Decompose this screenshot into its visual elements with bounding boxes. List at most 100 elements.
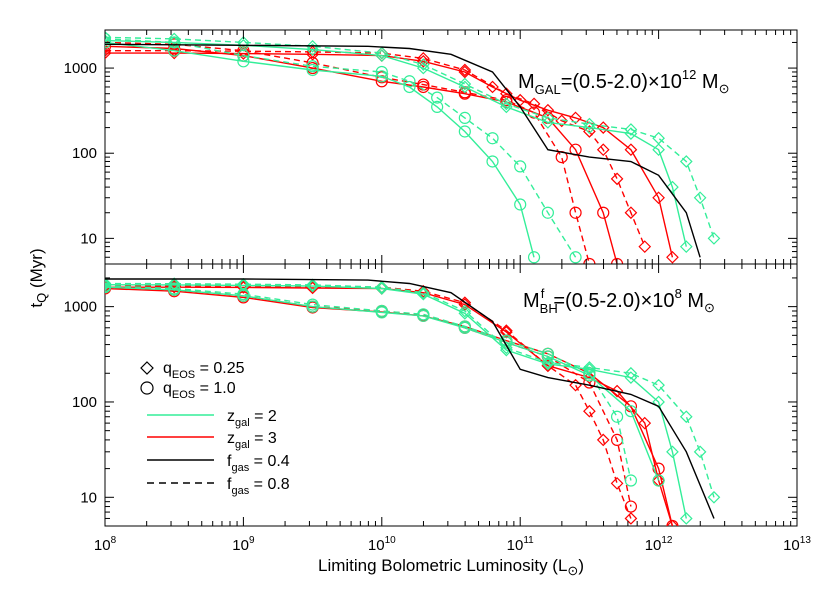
- bottom-series-4-point-6: [458, 304, 472, 318]
- bottom-y-tick-label: 1000: [64, 299, 97, 316]
- bottom-series-line-0: [105, 285, 632, 519]
- top-series-0-point-12: [610, 172, 624, 186]
- bottom-series-5-point-8: [541, 357, 555, 371]
- top-series-1-point-14: [666, 250, 679, 264]
- top-series-1-point-9: [541, 103, 555, 117]
- top-series-6-point-9: [514, 160, 527, 173]
- top-series-6-point-8: [486, 132, 499, 145]
- bottom-series-7-point-0: [105, 281, 112, 294]
- top-series-7-point-10: [527, 251, 541, 264]
- bottom-series-1-point-10: [610, 384, 624, 398]
- x-tick-label: 1011: [507, 535, 535, 554]
- top-series-5-point-6: [458, 80, 472, 94]
- bottom-y-tick-label: 10: [80, 489, 97, 506]
- top-series-group: [105, 30, 721, 264]
- top-series-0-point-13: [624, 206, 638, 220]
- bottom-series-line-7: [105, 286, 660, 481]
- bottom-series-6-point-10: [610, 410, 624, 423]
- top-series-1-point-13: [652, 191, 665, 205]
- top-series-3-point-5: [417, 80, 430, 94]
- bottom-series-line-4: [105, 282, 715, 498]
- top-series-6-point-11: [569, 251, 582, 264]
- top-y-tick-label: 100: [72, 145, 97, 162]
- bottom-series-4-point-4: [375, 280, 389, 294]
- bottom-plot-frame: [104, 263, 798, 527]
- top-series-5-point-9: [583, 121, 596, 134]
- bottom-series-4-point-13: [693, 445, 707, 459]
- top-series-1-point-0: [105, 46, 112, 60]
- x-tick-label: 108: [94, 535, 117, 554]
- y-axis-label: tQ (Myr): [27, 248, 49, 307]
- bottom-series-7-point-4: [375, 306, 388, 319]
- top-series-line-6: [105, 38, 577, 258]
- bottom-series-1-point-11: [638, 416, 652, 430]
- top-series-7-point-8: [486, 155, 499, 168]
- legend-label: fgas = 0.4: [227, 453, 290, 474]
- x-tick-labels: 108 109 1010 1011 1012 1013: [94, 535, 811, 554]
- bottom-series-5-point-6: [458, 307, 472, 320]
- top-series-0-point-11: [596, 143, 610, 157]
- bottom-series-7-point-5: [417, 309, 430, 322]
- top-series-1-point-5: [416, 54, 430, 68]
- legend-item-5: fgas = 0.8: [147, 476, 290, 497]
- top-series-1-point-12: [624, 143, 638, 157]
- top-series-0-point-14: [638, 240, 652, 253]
- bottom-series-2-point-9: [583, 376, 596, 389]
- top-series-2-point-8: [527, 106, 541, 119]
- top-series-line-0: [105, 50, 646, 247]
- top-series-3-point-0: [105, 40, 112, 53]
- top-series-7-point-3: [306, 63, 319, 77]
- top-series-line-4: [105, 36, 715, 239]
- top-series-5-point-7: [500, 100, 513, 114]
- bottom-series-4-point-11: [652, 378, 665, 392]
- top-series-line-2: [105, 41, 591, 264]
- top-series-4-point-3: [306, 39, 319, 53]
- top-series-1-point-3: [306, 47, 319, 61]
- bottom-series-5-point-3: [306, 279, 319, 293]
- top-axis-ticks: 10 100 1000: [64, 30, 798, 265]
- legend-item-1: qEOS = 1.0: [140, 380, 236, 401]
- top-series-4-point-2: [237, 36, 250, 49]
- bottom-series-5-point-4: [375, 282, 389, 295]
- bottom-series-line-1: [105, 286, 674, 526]
- top-series-7-point-0: [105, 36, 112, 49]
- bottom-series-6-point-8: [541, 347, 554, 360]
- legend-item-4: fgas = 0.4: [147, 453, 290, 474]
- top-series-1-point-10: [569, 111, 582, 125]
- legend-circle-marker: [140, 381, 154, 395]
- top-series-3-point-6: [458, 87, 471, 100]
- legend-item-3: zgal = 3: [147, 430, 277, 451]
- bottom-series-5-point-7: [500, 343, 513, 357]
- top-series-3-point-11: [610, 257, 624, 264]
- bottom-series-0-point-12: [610, 477, 624, 490]
- bottom-series-group: [105, 277, 721, 526]
- bottom-series-1-point-13: [666, 519, 679, 526]
- top-series-5-point-3: [306, 43, 319, 56]
- bottom-series-5-point-2: [237, 279, 250, 292]
- bottom-series-2-point-11: [624, 500, 638, 513]
- bottom-series-4-point-5: [416, 286, 430, 300]
- bottom-series-6-point-11: [624, 474, 638, 487]
- bottom-series-7-point-8: [541, 350, 554, 363]
- legend-label: qEOS = 1.0: [163, 380, 236, 401]
- bottom-series-0-point-10: [583, 404, 596, 418]
- top-series-5-point-2: [237, 38, 250, 52]
- top-series-7-point-4: [375, 70, 388, 83]
- top-series-4-point-13: [693, 191, 707, 205]
- x-tick-label: 109: [232, 535, 255, 554]
- top-series-line-8: [105, 43, 701, 258]
- bottom-series-4-point-12: [679, 410, 693, 424]
- x-axis-label: Limiting Bolometric Luminosity (L⊙): [318, 556, 584, 578]
- bottom-series-line-8: [105, 278, 715, 519]
- top-series-6-point-4: [375, 65, 388, 79]
- bottom-annotation: MBHf =(0.5-2.0)×108 M⊙: [523, 286, 715, 316]
- top-series-4-point-6: [458, 77, 472, 91]
- top-series-6-point-7: [458, 111, 471, 124]
- top-series-5-point-11: [652, 143, 665, 157]
- bottom-series-4-point-10: [624, 366, 638, 380]
- bottom-series-5-point-13: [679, 512, 693, 525]
- bottom-series-4-point-9: [583, 361, 596, 374]
- bottom-series-7-point-1: [168, 283, 181, 296]
- top-series-4-point-8: [541, 111, 555, 125]
